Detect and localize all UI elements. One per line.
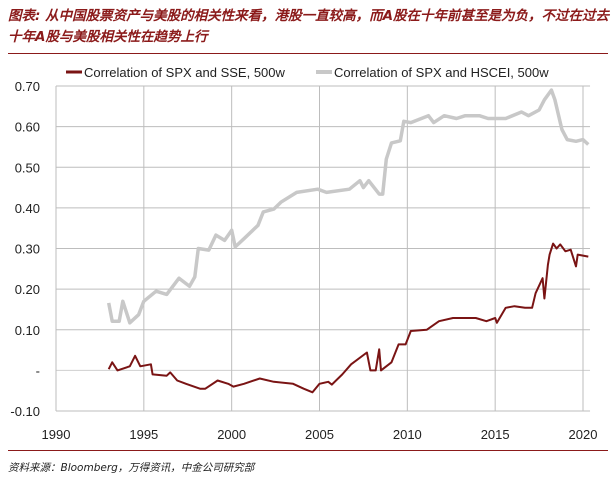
title-divider xyxy=(8,53,608,54)
x-tick-label: 2005 xyxy=(305,427,334,442)
figure-title: 图表: 从中国股票资产与美股的相关性来看，港股一直较高，而A股在十年前甚至是为负… xyxy=(8,8,610,45)
y-tick-label: -0.10 xyxy=(10,404,40,419)
y-tick-label: 0.20 xyxy=(15,282,40,297)
x-tick-label: 1990 xyxy=(42,427,71,442)
y-tick-label: 0.10 xyxy=(15,323,40,338)
x-tick-label: 2020 xyxy=(569,427,598,442)
legend: Correlation of SPX and SSE, 500w Correla… xyxy=(66,65,549,80)
x-axis-ticks: 1990 1995 2000 2005 2010 2015 2020 xyxy=(42,427,598,442)
x-tick-label: 2000 xyxy=(217,427,246,442)
series-line-hscei xyxy=(106,88,590,325)
y-tick-label: 0.70 xyxy=(15,79,40,94)
gridlines xyxy=(55,85,591,412)
x-tick-label: 2015 xyxy=(481,427,510,442)
legend-label-sse: Correlation of SPX and SSE, 500w xyxy=(84,65,286,80)
x-tick-label: 2010 xyxy=(393,427,422,442)
y-tick-label: 0.40 xyxy=(15,201,40,216)
y-tick-label: 0.50 xyxy=(15,160,40,175)
y-axis-ticks: 0.70 0.60 0.50 0.40 0.30 0.20 0.10 - -0.10 xyxy=(10,79,40,419)
y-tick-label: - xyxy=(36,363,40,378)
footer-divider xyxy=(8,450,608,451)
source-note: 资料来源：Bloomberg，万得资讯，中金公司研究部 xyxy=(8,462,255,474)
legend-label-hscei: Correlation of SPX and HSCEI, 500w xyxy=(334,65,549,80)
y-tick-label: 0.60 xyxy=(15,120,40,135)
y-tick-label: 0.30 xyxy=(15,242,40,257)
series-lines xyxy=(106,88,590,394)
series-line-sse xyxy=(107,242,589,394)
x-tick-label: 1995 xyxy=(129,427,158,442)
